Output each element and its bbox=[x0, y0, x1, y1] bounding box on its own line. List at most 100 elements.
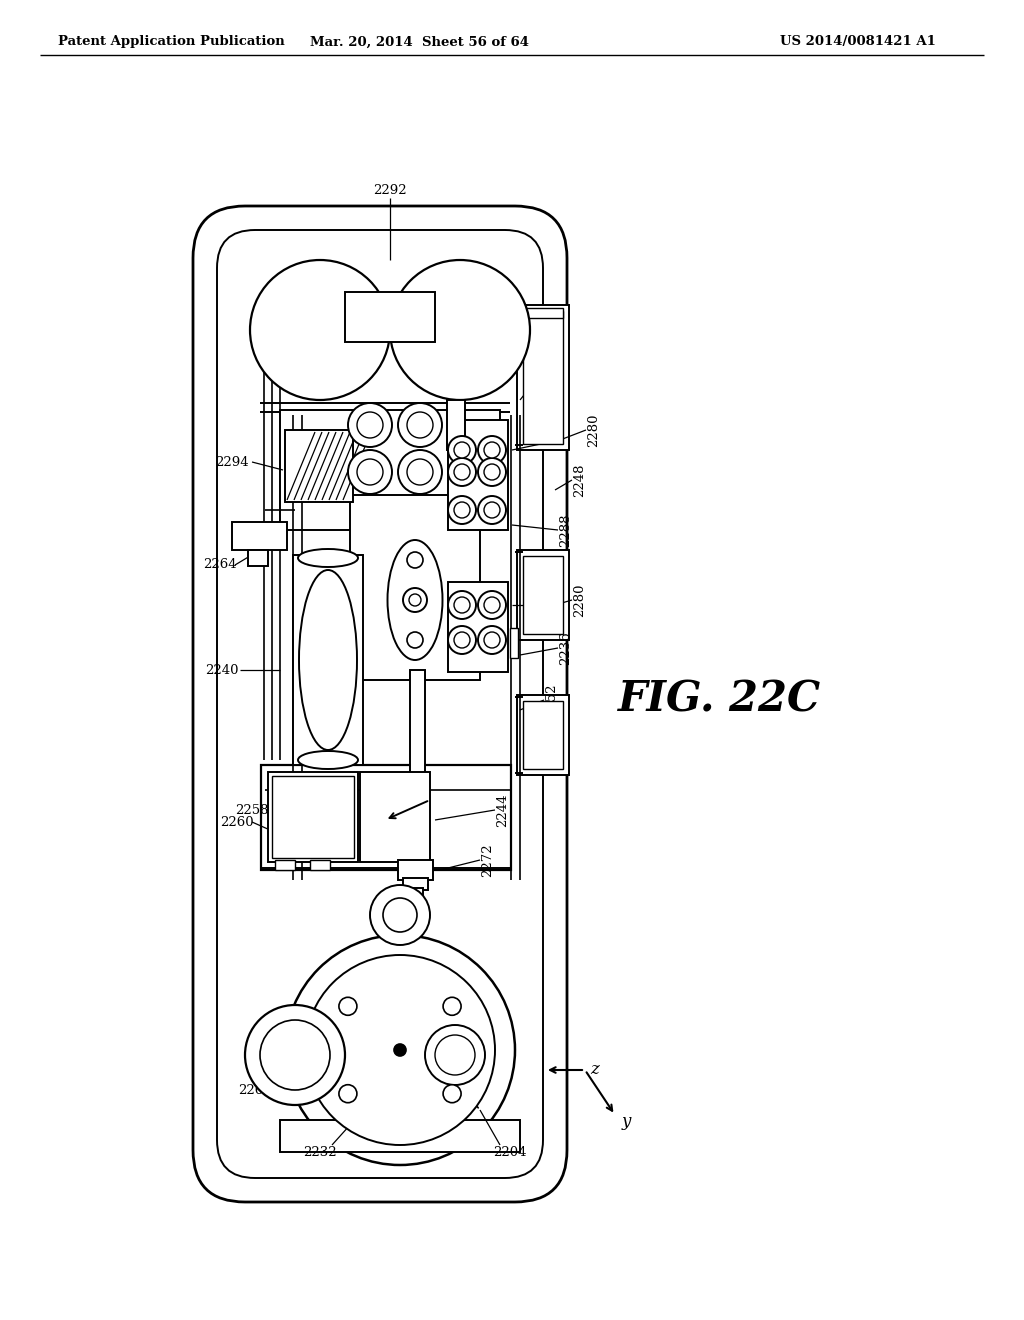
Circle shape bbox=[484, 442, 500, 458]
FancyBboxPatch shape bbox=[193, 206, 567, 1203]
Bar bbox=[408, 888, 423, 902]
Ellipse shape bbox=[298, 549, 358, 568]
Bar bbox=[360, 772, 430, 862]
Circle shape bbox=[425, 1026, 485, 1085]
Text: FIG. 22C: FIG. 22C bbox=[618, 678, 821, 721]
Text: 2264: 2264 bbox=[203, 558, 237, 572]
Text: 2240: 2240 bbox=[205, 664, 239, 676]
Text: 2268: 2268 bbox=[239, 1084, 271, 1097]
Text: Patent Application Publication: Patent Application Publication bbox=[58, 36, 285, 49]
Text: Mar. 20, 2014  Sheet 56 of 64: Mar. 20, 2014 Sheet 56 of 64 bbox=[310, 36, 529, 49]
Bar bbox=[449, 582, 508, 672]
Circle shape bbox=[407, 552, 423, 568]
Circle shape bbox=[454, 632, 470, 648]
Ellipse shape bbox=[387, 540, 442, 660]
Bar bbox=[268, 772, 358, 862]
Circle shape bbox=[449, 496, 476, 524]
Text: 2258: 2258 bbox=[236, 804, 268, 817]
Circle shape bbox=[409, 594, 421, 606]
Bar bbox=[398, 861, 433, 880]
Text: 2204: 2204 bbox=[494, 1146, 526, 1159]
Text: 2292: 2292 bbox=[373, 183, 407, 197]
Text: US 2014/0081421 A1: US 2014/0081421 A1 bbox=[780, 36, 936, 49]
Circle shape bbox=[403, 587, 427, 612]
Circle shape bbox=[484, 597, 500, 612]
Circle shape bbox=[443, 1085, 461, 1102]
Bar bbox=[261, 766, 511, 870]
Ellipse shape bbox=[299, 570, 357, 750]
Circle shape bbox=[370, 884, 430, 945]
Circle shape bbox=[484, 502, 500, 517]
Bar bbox=[272, 776, 354, 858]
Bar bbox=[449, 420, 508, 531]
Circle shape bbox=[305, 954, 495, 1144]
Circle shape bbox=[339, 998, 357, 1015]
Circle shape bbox=[435, 1035, 475, 1074]
Bar bbox=[275, 861, 295, 870]
Text: 2280: 2280 bbox=[573, 583, 587, 616]
Bar bbox=[232, 521, 287, 550]
Bar bbox=[510, 628, 518, 657]
Bar bbox=[517, 550, 569, 640]
Bar bbox=[517, 696, 569, 775]
FancyBboxPatch shape bbox=[217, 230, 543, 1177]
Circle shape bbox=[285, 935, 515, 1166]
Bar bbox=[523, 312, 563, 444]
Bar bbox=[248, 550, 268, 566]
Circle shape bbox=[407, 459, 433, 484]
Bar bbox=[403, 878, 428, 890]
Text: 2294: 2294 bbox=[215, 455, 249, 469]
Bar bbox=[410, 671, 425, 789]
Circle shape bbox=[449, 458, 476, 486]
Circle shape bbox=[339, 1085, 357, 1102]
Bar bbox=[350, 495, 480, 680]
Bar bbox=[280, 1119, 520, 1152]
Circle shape bbox=[390, 260, 530, 400]
Circle shape bbox=[484, 632, 500, 648]
Circle shape bbox=[398, 403, 442, 447]
Circle shape bbox=[478, 591, 506, 619]
Bar bbox=[293, 554, 362, 766]
Text: 2252: 2252 bbox=[546, 684, 558, 717]
Text: 2260: 2260 bbox=[220, 816, 254, 829]
Circle shape bbox=[398, 450, 442, 494]
Text: 2232: 2232 bbox=[303, 1146, 337, 1159]
Text: 2244: 2244 bbox=[497, 793, 510, 826]
Circle shape bbox=[478, 436, 506, 465]
Bar bbox=[345, 292, 435, 342]
Circle shape bbox=[348, 403, 392, 447]
Bar bbox=[447, 400, 465, 450]
Bar bbox=[280, 411, 500, 531]
Circle shape bbox=[407, 412, 433, 438]
Circle shape bbox=[449, 591, 476, 619]
Bar bbox=[523, 308, 563, 318]
Text: z: z bbox=[590, 1061, 599, 1078]
Circle shape bbox=[478, 626, 506, 653]
Circle shape bbox=[357, 459, 383, 484]
Circle shape bbox=[383, 898, 417, 932]
Text: 2284: 2284 bbox=[554, 323, 566, 356]
Circle shape bbox=[454, 502, 470, 517]
Text: 2248: 2248 bbox=[573, 463, 587, 496]
Circle shape bbox=[394, 1044, 406, 1056]
Circle shape bbox=[454, 442, 470, 458]
Bar bbox=[285, 430, 353, 502]
Text: y: y bbox=[622, 1114, 632, 1130]
Bar bbox=[517, 305, 569, 450]
Circle shape bbox=[484, 465, 500, 480]
Circle shape bbox=[250, 260, 390, 400]
Circle shape bbox=[348, 450, 392, 494]
Bar bbox=[523, 701, 563, 770]
Bar bbox=[310, 861, 330, 870]
Circle shape bbox=[245, 1005, 345, 1105]
Text: 2288: 2288 bbox=[559, 513, 572, 546]
Circle shape bbox=[443, 998, 461, 1015]
Text: 2236: 2236 bbox=[559, 631, 572, 665]
Circle shape bbox=[449, 436, 476, 465]
Circle shape bbox=[478, 458, 506, 486]
Ellipse shape bbox=[298, 751, 358, 770]
Text: 2272: 2272 bbox=[481, 843, 495, 876]
Circle shape bbox=[407, 632, 423, 648]
Circle shape bbox=[454, 465, 470, 480]
Text: 2280: 2280 bbox=[588, 413, 600, 446]
